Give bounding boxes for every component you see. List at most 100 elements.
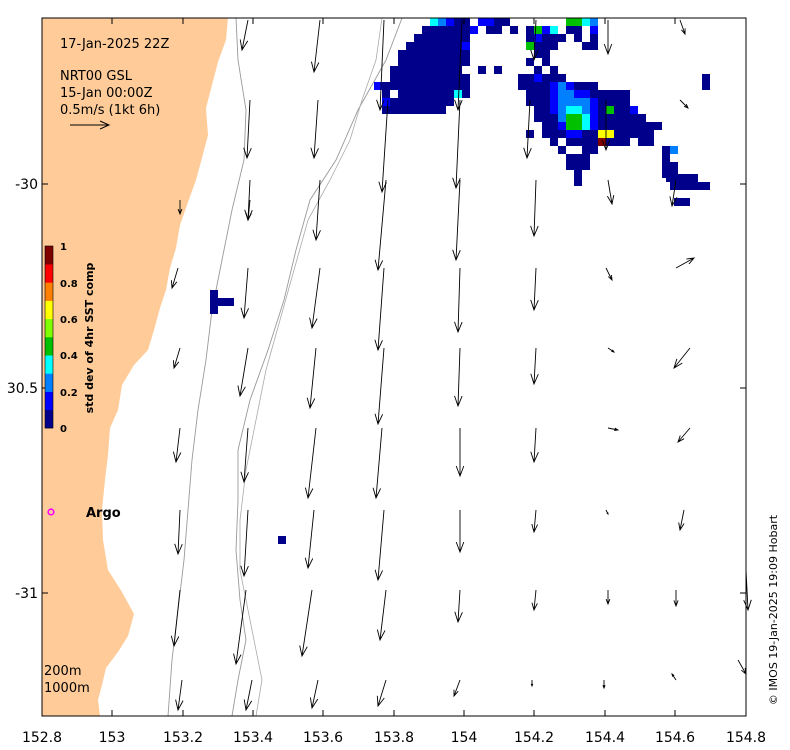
sst-cell — [422, 58, 430, 66]
sst-cell — [638, 122, 646, 130]
x-tick-label: 153.8 — [374, 730, 414, 746]
current-vector — [603, 20, 613, 56]
sst-cell — [454, 18, 462, 26]
colorbar-segment — [45, 391, 53, 411]
sst-cell — [598, 106, 606, 114]
argo-float-marker — [47, 508, 55, 516]
sst-cell — [670, 146, 678, 154]
sst-cell — [542, 82, 550, 90]
sst-cell — [558, 106, 566, 114]
current-vector — [175, 679, 184, 712]
sst-cell — [598, 114, 606, 122]
sst-cell — [438, 98, 446, 106]
sst-cell — [674, 198, 682, 206]
sst-cell — [566, 122, 574, 130]
sst-cell — [390, 82, 398, 90]
current-vector — [374, 509, 385, 582]
sst-cell — [598, 98, 606, 106]
sst-cell — [542, 26, 550, 34]
sst-cell — [534, 66, 542, 74]
sst-cell — [542, 98, 550, 106]
sst-cell — [430, 50, 438, 58]
x-tick-label: 153.6 — [303, 730, 343, 746]
y-tick-label: -31 — [15, 586, 38, 602]
sst-cell — [422, 82, 430, 90]
product-line: 15-Jan 00:00Z — [60, 86, 153, 101]
sst-cell — [666, 174, 674, 182]
sst-cell — [550, 122, 558, 130]
sst-cell — [454, 42, 462, 50]
colorbar-tick: 0.8 — [60, 279, 78, 290]
credit-text: © IMOS 19-Jan-2025 19:09 Hobart — [767, 514, 780, 705]
x-tick-label: 152.8 — [22, 730, 62, 746]
colorbar-segment — [45, 300, 53, 320]
sst-cell — [694, 182, 702, 190]
sst-cell — [438, 74, 446, 82]
sst-cell — [606, 130, 614, 138]
sst-cell — [542, 122, 550, 130]
sst-cell — [526, 130, 534, 138]
sst-cell — [430, 26, 438, 34]
sst-cell — [534, 114, 542, 122]
sst-cell — [438, 58, 446, 66]
current-vector — [453, 679, 461, 698]
sst-cell — [566, 98, 574, 106]
sst-cell — [582, 90, 590, 98]
sst-cell — [406, 90, 414, 98]
sst-cell — [390, 74, 398, 82]
current-vector — [454, 347, 463, 408]
sst-cell — [438, 82, 446, 90]
current-vector — [309, 679, 319, 710]
colorbar-tick: 0.6 — [60, 315, 78, 326]
current-vector — [233, 589, 247, 666]
sst-cells — [210, 18, 710, 544]
sst-cell — [662, 146, 670, 154]
sst-cell — [574, 138, 582, 146]
sst-cell — [582, 114, 590, 122]
sst-cell — [558, 90, 566, 98]
sst-cell — [534, 42, 542, 50]
sst-cell — [398, 98, 406, 106]
sst-cell — [454, 90, 462, 98]
sst-cell — [486, 18, 494, 26]
sst-cell — [550, 82, 558, 90]
isobath-legend-label: 1000m — [44, 681, 90, 696]
sst-cell — [382, 106, 390, 114]
sst-cell — [462, 74, 470, 82]
sst-cell — [582, 106, 590, 114]
sst-cell — [518, 82, 526, 90]
sst-cell — [702, 74, 710, 82]
sst-cell — [558, 98, 566, 106]
sst-cell — [590, 90, 598, 98]
current-vector — [454, 19, 463, 112]
sst-cell — [422, 106, 430, 114]
current-vector — [310, 99, 319, 160]
sst-cell — [550, 90, 558, 98]
colorbar-label: std dev of 4hr SST comp — [83, 262, 96, 413]
sst-cell — [614, 106, 622, 114]
current-vector — [669, 179, 678, 208]
sst-cell — [566, 162, 574, 170]
sst-cell — [430, 58, 438, 66]
sst-cell — [606, 138, 614, 146]
sst-cell — [534, 90, 542, 98]
colorbar-tick: 0.2 — [60, 388, 78, 399]
sst-cell — [438, 18, 446, 26]
current-vector — [304, 427, 317, 500]
isobath-1000m — [231, 17, 403, 717]
sst-cell — [454, 82, 462, 90]
sst-cell — [430, 98, 438, 106]
sst-cell — [414, 34, 422, 42]
sst-cell — [550, 74, 558, 82]
sst-cell — [662, 162, 670, 170]
sst-cell — [622, 130, 630, 138]
sst-cell — [422, 50, 430, 58]
colorbar-segment — [45, 282, 53, 301]
colorbar-segment — [45, 373, 53, 392]
sst-cell — [582, 138, 590, 146]
sst-cell — [226, 298, 234, 306]
sst-cell — [534, 34, 542, 42]
colorbar — [44, 245, 54, 429]
sst-cell — [574, 170, 582, 178]
sst-cell — [454, 50, 462, 58]
